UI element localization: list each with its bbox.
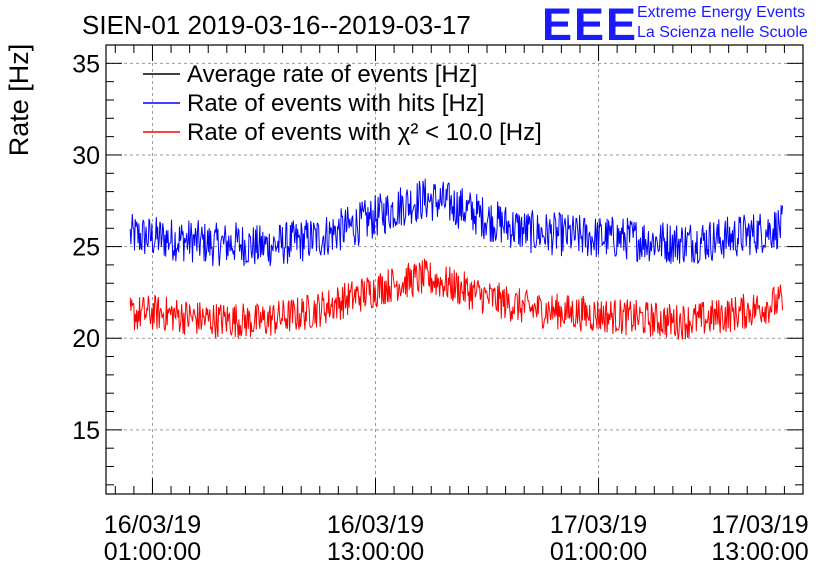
legend: Average rate of events [Hz]Rate of event…: [143, 61, 542, 146]
x-tick-label-time: 13:00:00: [711, 538, 808, 566]
y-tick-label: 20: [72, 325, 100, 353]
x-tick-label-time: 01:00:00: [104, 538, 201, 566]
legend-label-0: Average rate of events [Hz]: [187, 61, 477, 88]
x-tick-label-date: 16/03/19: [104, 511, 201, 539]
chart-title: SIEN-01 2019-03-16--2019-03-17: [82, 10, 471, 40]
logo-line-1: Extreme Energy Events: [637, 4, 806, 21]
y-tick-label: 30: [72, 142, 100, 170]
y-tick-label: 25: [72, 234, 100, 262]
y-tick-label: 35: [72, 50, 100, 78]
eee-logo-text: EEE: [542, 2, 636, 46]
legend-label-1: Rate of events with hits [Hz]: [187, 90, 484, 117]
y-tick-label: 15: [72, 417, 100, 445]
x-tick-label-time: 13:00:00: [327, 538, 424, 566]
axes: 152025303516/03/1901:00:0016/03/1913:00:…: [72, 44, 809, 566]
legend-label-2: Rate of events with χ² < 10.0 [Hz]: [187, 119, 542, 146]
eee-logo: EEE Extreme Energy Events La Scienza nel…: [540, 2, 830, 46]
x-tick-label-time: 01:00:00: [550, 538, 647, 566]
series-line-1: [129, 178, 784, 267]
plot-frame: [105, 44, 804, 495]
x-tick-label-date: 17/03/19: [711, 511, 808, 539]
logo-line-2: La Scienza nelle Scuole: [637, 24, 808, 41]
series-layer: [129, 178, 784, 340]
series-line-2: [129, 257, 784, 340]
x-tick-label-date: 16/03/19: [327, 511, 424, 539]
eee-logo-mark: EEE: [542, 2, 636, 46]
grid-lines: [106, 45, 803, 494]
y-axis-label: Rate [Hz]: [4, 44, 34, 157]
x-tick-label-date: 17/03/19: [550, 511, 647, 539]
